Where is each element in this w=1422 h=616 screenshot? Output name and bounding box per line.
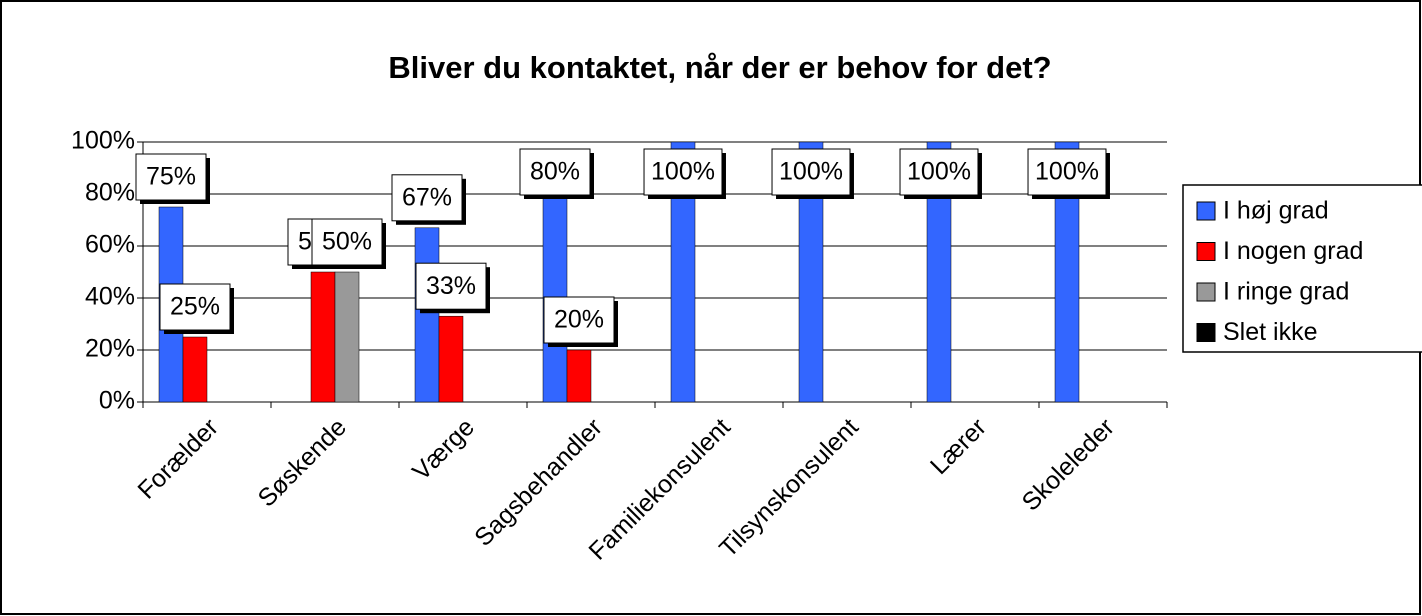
legend-label: Slet ikke bbox=[1223, 318, 1317, 346]
data-label: 50% bbox=[311, 218, 386, 269]
data-label: 80% bbox=[519, 148, 594, 199]
data-label-box bbox=[519, 148, 591, 196]
chart-title: Bliver du kontaktet, når der er behov fo… bbox=[388, 50, 1051, 85]
bar bbox=[182, 336, 208, 403]
data-label-text: 67% bbox=[402, 183, 452, 211]
data-label-text: 100% bbox=[1035, 158, 1099, 186]
data-label: 67% bbox=[391, 174, 466, 225]
y-tick-label: 0% bbox=[99, 387, 135, 415]
bar bbox=[438, 315, 464, 403]
data-label-box bbox=[771, 148, 851, 196]
data-label-box bbox=[135, 153, 207, 201]
legend-label: I ringe grad bbox=[1223, 278, 1349, 306]
data-label-box bbox=[643, 148, 723, 196]
data-label-box bbox=[415, 262, 487, 310]
data-label: 25% bbox=[159, 283, 234, 334]
legend-swatch bbox=[1196, 323, 1216, 342]
legend-label: I høj grad bbox=[1223, 197, 1329, 225]
data-label: 20% bbox=[543, 296, 618, 347]
data-label-text: 20% bbox=[554, 306, 604, 334]
data-label-text: 75% bbox=[146, 163, 196, 191]
legend-box bbox=[1182, 184, 1422, 353]
bar bbox=[566, 349, 592, 403]
data-label: 33% bbox=[415, 262, 490, 314]
data-label: 100% bbox=[1027, 148, 1110, 199]
legend-swatch bbox=[1196, 201, 1216, 221]
data-label: 100% bbox=[899, 148, 982, 199]
bar bbox=[310, 271, 336, 403]
legend-swatch bbox=[1196, 282, 1216, 302]
data-label-text: 100% bbox=[651, 158, 715, 186]
data-label-text: 50% bbox=[322, 228, 372, 256]
data-label: 100% bbox=[643, 148, 726, 199]
legend-label: I nogen grad bbox=[1223, 237, 1363, 265]
data-label-box bbox=[1027, 148, 1107, 196]
data-label-text: 100% bbox=[779, 158, 843, 186]
data-label-box bbox=[543, 296, 615, 344]
data-label-box bbox=[391, 174, 463, 222]
data-label: 75% bbox=[135, 153, 210, 204]
data-label-text: 80% bbox=[530, 158, 580, 186]
y-tick-label: 40% bbox=[85, 283, 135, 311]
bar bbox=[414, 227, 440, 403]
bar bbox=[334, 271, 360, 403]
data-label-box bbox=[159, 283, 231, 331]
data-label-box bbox=[311, 218, 383, 266]
y-tick-label: 80% bbox=[85, 179, 135, 207]
data-label-text: 25% bbox=[170, 293, 220, 321]
data-label: 100% bbox=[771, 148, 854, 199]
data-label-box bbox=[899, 148, 979, 196]
y-tick-label: 100% bbox=[71, 127, 135, 155]
data-label-text: 100% bbox=[907, 158, 971, 186]
legend-swatch bbox=[1196, 242, 1216, 261]
y-tick-label: 20% bbox=[85, 335, 135, 363]
data-label-text: 33% bbox=[426, 272, 476, 300]
y-tick-label: 60% bbox=[85, 231, 135, 259]
